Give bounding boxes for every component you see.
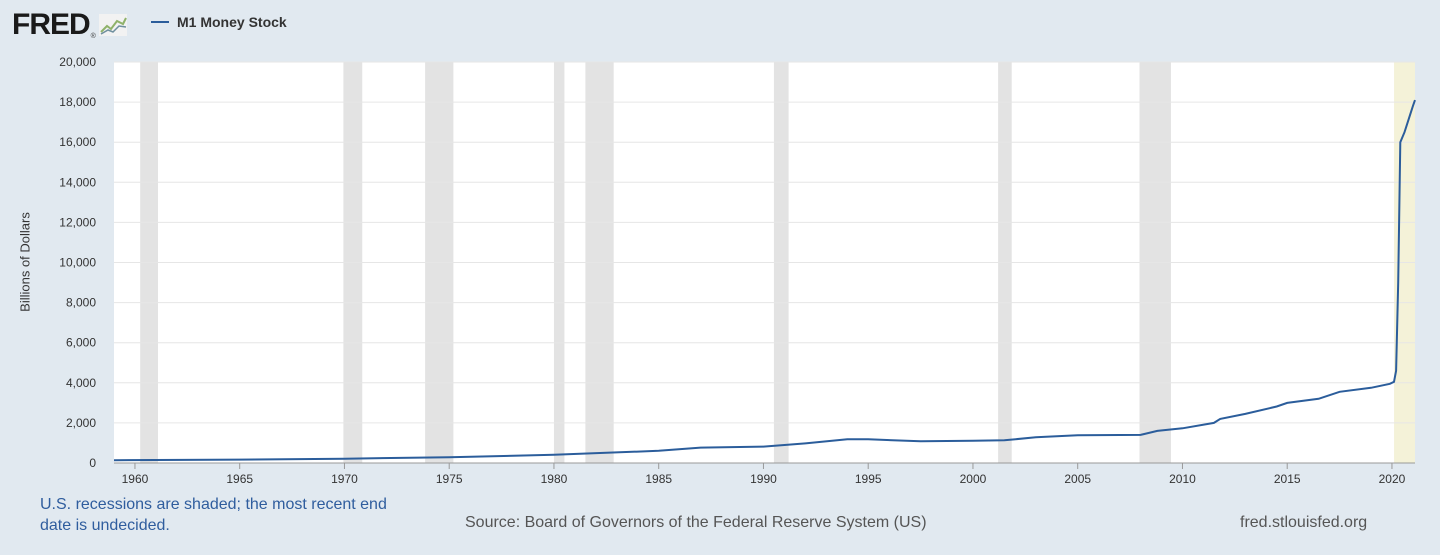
- y-axis-label: Billions of Dollars: [17, 212, 33, 312]
- y-tick-label: 2,000: [66, 416, 96, 430]
- y-axis-ticks: 0 2,000 4,000 6,000 8,000 10,000 12,000 14,000 1…: [59, 55, 96, 470]
- legend-swatch: [151, 21, 169, 23]
- x-tick-label: 1990: [750, 472, 777, 486]
- x-tick-label: 2020: [1379, 472, 1406, 486]
- x-tick-label: 2015: [1274, 472, 1301, 486]
- y-tick-label: 0: [89, 456, 96, 470]
- y-tick-label: 18,000: [59, 95, 96, 109]
- x-tick-label: 2010: [1169, 472, 1196, 486]
- y-tick-label: 8,000: [66, 296, 96, 310]
- x-axis-ticks: 1960 1965 1970 1975 1980 1985 1990 1995 2000 2005…: [114, 462, 1415, 486]
- y-tick-label: 14,000: [59, 175, 96, 189]
- y-tick-label: 6,000: [66, 336, 96, 350]
- x-tick-label: 1995: [855, 472, 882, 486]
- y-tick-label: 20,000: [59, 55, 96, 69]
- series-line-m1-money-stock[interactable]: [113, 99, 1416, 462]
- x-tick-label: 1985: [645, 472, 672, 486]
- x-tick-label: 1965: [226, 472, 253, 486]
- x-tick-label: 1980: [541, 472, 568, 486]
- x-tick-label: 1960: [122, 472, 149, 486]
- x-tick-label: 2005: [1064, 472, 1091, 486]
- site-link[interactable]: fred.stlouisfed.org: [1240, 514, 1368, 531]
- y-tick-label: 10,000: [59, 256, 96, 270]
- x-tick-label: 2000: [960, 472, 987, 486]
- recession-note: U.S. recessions are shaded; the most rec…: [40, 496, 387, 534]
- registered-mark: ®: [90, 32, 96, 40]
- legend[interactable]: M1 Money Stock: [151, 14, 287, 30]
- source-text: Source: Board of Governors of the Federa…: [465, 514, 927, 531]
- y-tick-label: 16,000: [59, 135, 96, 149]
- legend-label: M1 Money Stock: [177, 14, 287, 30]
- x-tick-label: 1975: [436, 472, 463, 486]
- fred-logo-text: FRED: [12, 8, 91, 41]
- x-tick-label: 1970: [331, 472, 358, 486]
- y-tick-label: 4,000: [66, 376, 96, 390]
- line-chart-icon: [98, 14, 127, 36]
- fred-logo[interactable]: FRED ®: [12, 8, 127, 42]
- y-tick-label: 12,000: [59, 215, 96, 229]
